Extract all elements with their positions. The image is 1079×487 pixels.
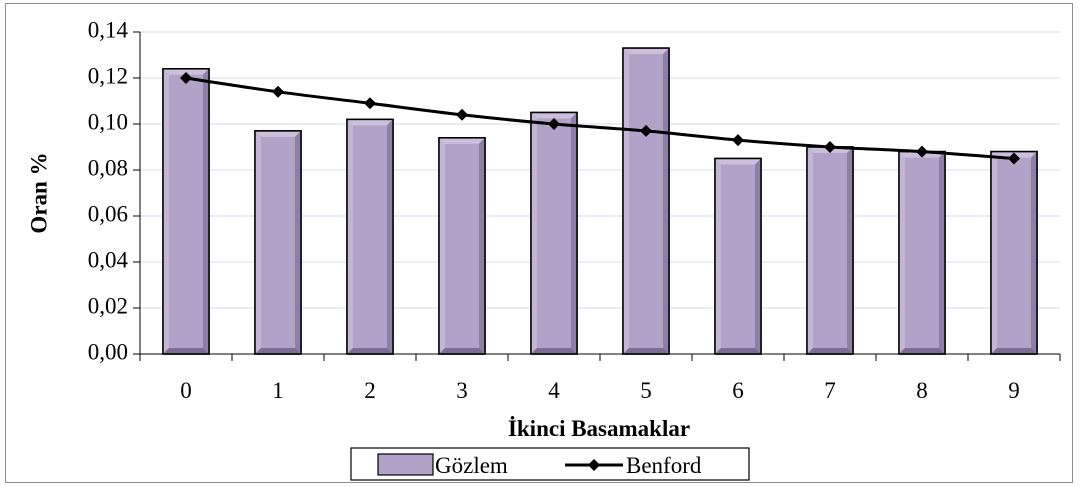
x-tick-labels: 0 1 2 3 4 5 6 7 8 9	[180, 378, 1020, 403]
bar	[530, 111, 578, 355]
x-axis-title: İkinci Basamaklar	[508, 416, 690, 441]
x-tick-label: 7	[824, 378, 836, 403]
benford-point	[456, 108, 468, 121]
bar	[806, 146, 854, 355]
x-tick-label: 5	[640, 378, 652, 403]
benford-point	[180, 72, 192, 84]
benford-point	[364, 97, 376, 110]
y-tick-label: 0,10	[88, 109, 128, 134]
bar-bevel-bottom	[715, 348, 761, 354]
x-tick-label: 1	[272, 378, 284, 403]
x-tick-label: 6	[732, 378, 744, 403]
bar-bevel-left	[715, 158, 721, 354]
bar-bevel-left	[255, 130, 261, 354]
bar-bevel-right	[939, 151, 945, 354]
line-series-benford	[180, 72, 1020, 165]
bar-bevel-right	[203, 68, 209, 355]
x-tick-label: 8	[916, 378, 928, 403]
y-tick-label: 0,04	[88, 247, 129, 272]
bar-bevel-left	[991, 151, 997, 354]
bar-body	[530, 111, 578, 355]
x-tick-label: 0	[180, 378, 192, 403]
benford-point	[272, 85, 284, 98]
x-tick-label: 2	[364, 378, 376, 403]
bar	[254, 130, 302, 355]
bar-bevel-right	[479, 137, 485, 354]
benford-point	[916, 145, 928, 158]
bar-body	[346, 118, 394, 355]
legend: Gözlem Benford	[350, 447, 750, 481]
bar-body	[162, 68, 210, 355]
bar-bevel-bottom	[531, 348, 577, 354]
y-tick-label: 0,02	[88, 293, 128, 318]
bar-bevel-left	[899, 151, 905, 354]
legend-marker-benford	[588, 459, 600, 471]
bar-bevel-right	[847, 147, 853, 354]
bar-bevel-left	[347, 119, 353, 355]
bar-bevel-top	[255, 130, 301, 137]
bar-bevel-bottom	[255, 348, 301, 354]
bar-bevel-bottom	[899, 348, 945, 354]
bar	[714, 157, 762, 355]
bar-bevel-top	[163, 68, 209, 75]
benford-point	[732, 134, 744, 147]
bar-bevel-bottom	[163, 348, 209, 354]
bar-bevel-right	[1031, 151, 1037, 354]
bar-bevel-top	[347, 119, 393, 126]
bar-body	[622, 47, 670, 355]
bar-bevel-bottom	[991, 348, 1037, 354]
y-axis-title: Oran %	[26, 152, 51, 233]
bar	[622, 47, 670, 355]
bar-bevel-right	[571, 112, 577, 354]
bar-bevel-left	[623, 48, 629, 354]
benford-line	[185, 76, 1015, 160]
bar-bevel-bottom	[623, 348, 669, 354]
bar-body	[714, 157, 762, 355]
bar-body	[806, 146, 854, 355]
benford-point	[1008, 152, 1020, 165]
bar-bevel-right	[755, 158, 761, 354]
bar	[162, 68, 210, 355]
bar-bevel-right	[663, 48, 669, 354]
benford-point	[824, 141, 836, 153]
bar-bevel-left	[163, 68, 169, 355]
bar-bevel-bottom	[439, 348, 485, 354]
legend-label-benford: Benford	[626, 453, 702, 478]
y-tick-labels: 0,00 0,02 0,04 0,06 0,08 0,10 0,12 0,14	[88, 17, 129, 364]
bar	[898, 150, 946, 355]
bar-series-gozlem	[162, 47, 1038, 355]
legend-label-gozlem: Gözlem	[435, 453, 508, 478]
bar	[346, 118, 394, 355]
y-tick-label: 0,12	[88, 63, 128, 88]
benford-point	[640, 124, 652, 137]
bar-bevel-right	[295, 130, 301, 354]
y-tick-label: 0,06	[88, 201, 128, 226]
bar-bevel-top	[623, 48, 669, 55]
bar-body	[438, 137, 486, 355]
y-tick-label: 0,14	[88, 17, 129, 42]
bar-bevel-bottom	[807, 348, 853, 354]
x-tick-label: 4	[548, 378, 560, 403]
x-tick-label: 3	[456, 378, 468, 403]
bar-body	[254, 130, 302, 355]
legend-swatch-gozlem	[377, 453, 434, 476]
bar-bevel-bottom	[347, 348, 393, 354]
bar-bevel-top	[531, 112, 577, 119]
bar-bevel-top	[439, 137, 485, 144]
bar-bevel-left	[531, 112, 537, 354]
bar-bevel-left	[439, 137, 445, 354]
x-tick-label: 9	[1008, 378, 1020, 403]
bar-body	[990, 150, 1038, 355]
axes	[133, 31, 1061, 361]
bar-bevel-left	[807, 147, 813, 354]
bar-bevel-top	[715, 158, 761, 165]
bar-body	[898, 150, 946, 355]
bar	[990, 150, 1038, 355]
benford-point	[548, 118, 560, 130]
bar-bevel-right	[387, 119, 393, 355]
y-tick-label: 0,08	[88, 155, 128, 180]
bar	[438, 137, 486, 355]
y-tick-label: 0,00	[88, 339, 128, 364]
